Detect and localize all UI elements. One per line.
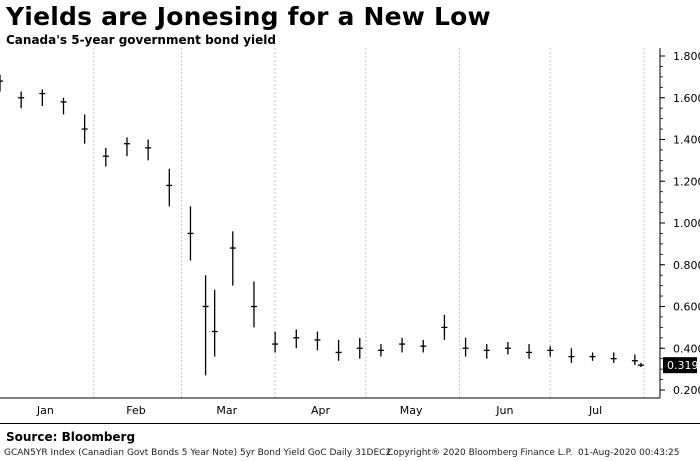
data-bar — [356, 337, 363, 359]
x-year-label: 2020 — [261, 419, 289, 420]
data-bar — [547, 346, 554, 357]
data-bar — [314, 331, 321, 351]
data-bar — [202, 275, 209, 376]
y-tick-label: 1.400 — [673, 134, 700, 147]
x-tick-label: Jan — [36, 404, 54, 417]
data-bar — [272, 331, 279, 353]
data-bar — [229, 231, 236, 286]
data-bar — [441, 314, 448, 340]
data-bar — [399, 337, 406, 353]
last-value-box — [663, 357, 697, 374]
x-tick-label: Mar — [216, 404, 237, 417]
y-tick-label: 0.400 — [673, 342, 700, 355]
copyright-text: Copyright® 2020 Bloomberg Finance L.P. — [387, 448, 573, 458]
data-bar — [420, 339, 427, 353]
data-bar — [0, 74, 3, 92]
y-tick-label: 1.200 — [673, 175, 700, 188]
data-bar — [504, 341, 511, 355]
data-bar — [293, 329, 300, 349]
data-bar — [250, 281, 257, 328]
chart-subtitle: Canada's 5-year government bond yield — [6, 33, 276, 47]
x-tick-label: Jul — [588, 404, 602, 417]
data-bar — [39, 89, 46, 107]
data-bar — [187, 206, 194, 261]
x-tick-label: Apr — [311, 404, 331, 417]
data-bar — [462, 337, 469, 357]
data-bar — [526, 344, 533, 359]
data-bar — [18, 91, 25, 109]
yield-series — [0, 74, 644, 376]
last-value-label: 0.319 — [667, 359, 699, 372]
index-description: GCAN5YR Index (Canadian Govt Bonds 5 Yea… — [4, 448, 392, 458]
data-bar — [483, 344, 490, 359]
data-bar — [610, 352, 617, 363]
y-tick-label: 1.600 — [673, 92, 700, 105]
data-bar — [60, 97, 67, 115]
data-bar — [377, 344, 384, 357]
data-bar — [81, 114, 88, 144]
data-bar — [123, 137, 130, 157]
y-tick-label: 0.600 — [673, 301, 700, 314]
data-bar — [102, 147, 109, 167]
data-bar — [589, 352, 596, 361]
data-bar — [335, 339, 342, 361]
data-bar — [145, 139, 152, 161]
data-bar — [637, 362, 644, 368]
y-tick-label: 1.800 — [673, 50, 700, 63]
axis-labels: 0.200 0.400 0.600 0.800 1.000 1.200 1.400 1.600… — [36, 50, 700, 420]
y-tick-label: 0.800 — [673, 259, 700, 272]
x-tick-label: May — [400, 404, 423, 417]
data-bar — [568, 348, 575, 363]
bond-yield-chart: 0.200 0.400 0.600 0.800 1.000 1.200 1.400 1.600… — [0, 48, 700, 420]
data-bar — [211, 289, 218, 357]
x-tick-label: Feb — [126, 404, 145, 417]
y-tick-label: 0.200 — [673, 384, 700, 397]
axes — [0, 48, 665, 399]
y-tick-label: 1.000 — [673, 217, 700, 230]
source-label: Source: Bloomberg — [6, 430, 136, 444]
x-tick-label: Jun — [495, 404, 513, 417]
chart-title: Yields are Jonesing for a New Low — [6, 2, 491, 31]
footer-divider — [0, 423, 700, 424]
grid-lines — [93, 48, 645, 398]
data-bar — [631, 354, 638, 365]
timestamp-text: 01-Aug-2020 00:43:25 — [578, 448, 680, 458]
data-bar — [166, 168, 173, 207]
